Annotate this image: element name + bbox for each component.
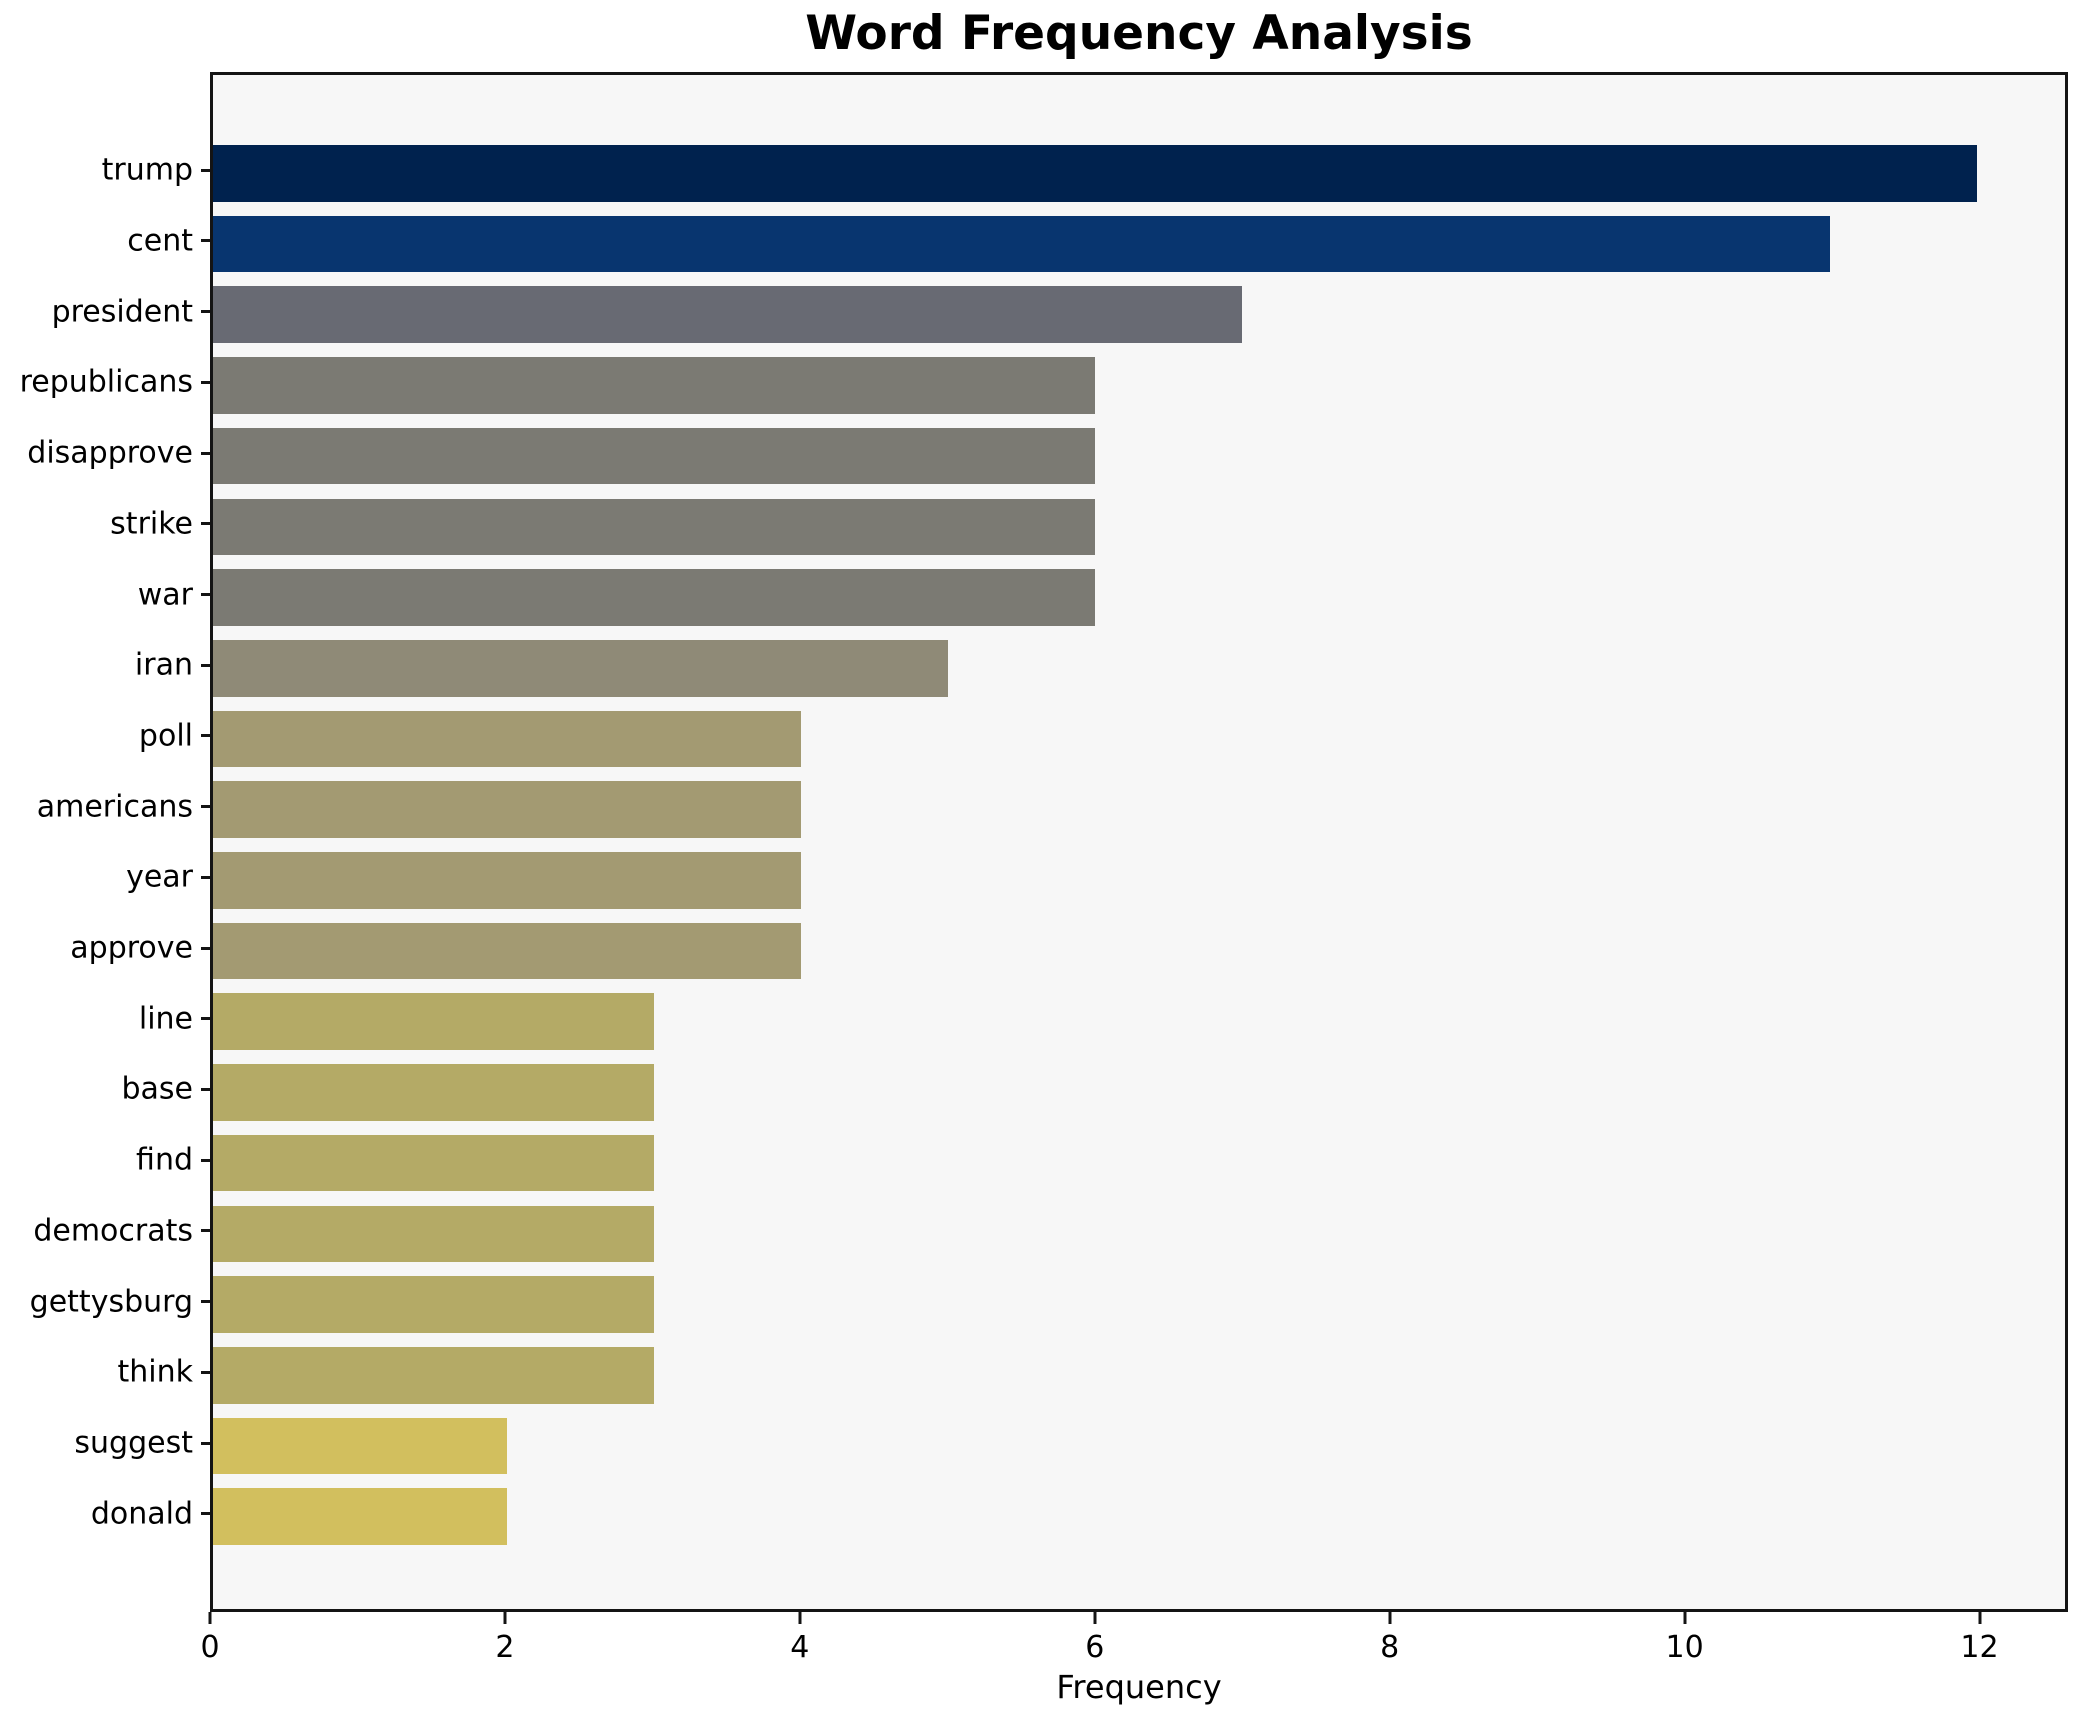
y-tick-label: president [51,294,193,330]
x-tick-mark [208,1612,212,1624]
x-tick-mark [1683,1612,1687,1624]
y-tick-mark [201,1087,210,1091]
bar [213,1064,654,1121]
y-tick-label: democrats [33,1213,193,1249]
bar [213,215,1830,273]
y-tick-label: find [136,1142,193,1178]
y-tick-mark [201,1512,210,1516]
y-tick-label: cent [127,223,193,259]
y-tick-mark [201,1017,210,1021]
x-tick-label: 4 [790,1630,810,1665]
y-tick-label: approve [70,930,193,966]
bar [213,922,801,980]
y-tick-label: war [137,577,193,613]
y-tick-mark [201,380,210,384]
x-tick-mark [503,1612,507,1624]
x-tick-label: 2 [495,1630,515,1665]
y-tick-label: base [121,1071,193,1107]
bar [213,1488,507,1545]
x-tick-label: 8 [1380,1630,1400,1665]
x-tick-label: 0 [200,1630,220,1665]
y-tick-mark [201,805,210,809]
bar [213,1417,507,1475]
bar [213,145,1977,202]
y-tick-label: year [126,859,193,895]
x-tick-mark [1093,1612,1097,1624]
y-tick-mark [201,1158,210,1162]
y-tick-label: think [117,1354,194,1390]
y-tick-mark [201,168,210,172]
y-tick-mark [201,946,210,950]
y-tick-mark [201,1300,210,1304]
y-tick-label: trump [101,152,193,188]
y-tick-mark [201,310,210,314]
y-tick-mark [201,451,210,455]
y-tick-mark [201,734,210,738]
bar [213,498,1095,556]
y-tick-label: republicans [19,364,193,400]
x-axis-label: Frequency [1056,1668,1222,1706]
y-tick-label: suggest [74,1425,193,1461]
x-tick-label: 10 [1665,1630,1704,1665]
x-tick-label: 12 [1960,1630,1999,1665]
y-tick-label: line [138,1001,193,1037]
y-tick-label: americans [36,789,193,825]
bar [213,1205,654,1263]
y-tick-label: strike [110,506,193,542]
bar [213,357,1095,414]
y-tick-mark [201,522,210,526]
y-tick-mark [201,663,210,667]
bar [213,710,801,768]
y-tick-mark [201,593,210,597]
bar [213,639,948,697]
bar [213,1347,654,1404]
x-tick-mark [1388,1612,1392,1624]
y-tick-label: poll [138,718,193,754]
y-tick-mark [201,1229,210,1233]
bars-layer [213,75,2065,1609]
bar [213,569,1095,626]
chart-title: Word Frequency Analysis [805,6,1473,61]
y-tick-label: donald [90,1496,193,1532]
x-tick-label: 6 [1085,1630,1105,1665]
y-tick-mark [201,875,210,879]
x-tick-mark [1978,1612,1982,1624]
bar [213,286,1242,343]
x-tick-mark [798,1612,802,1624]
bar [213,427,1095,485]
bar [213,852,801,909]
y-tick-label: disapprove [27,435,193,471]
bar [213,993,654,1051]
y-tick-mark [201,1441,210,1445]
y-tick-label: gettysburg [29,1284,193,1320]
y-tick-label: iran [134,647,193,683]
bar [213,1276,654,1333]
bar [213,1134,654,1192]
plot-area [210,72,2068,1612]
y-tick-mark [201,1370,210,1374]
y-tick-mark [201,239,210,243]
bar [213,781,801,838]
